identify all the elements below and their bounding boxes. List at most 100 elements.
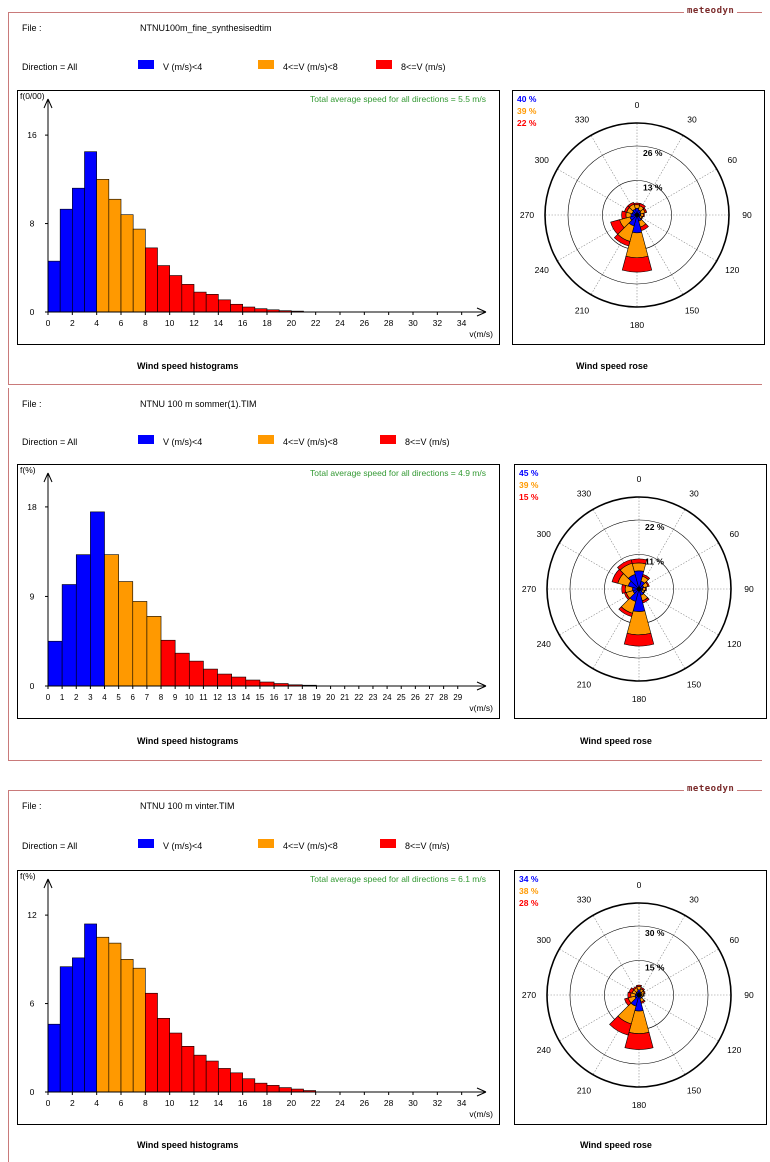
rose-direction-label: 300: [537, 529, 551, 539]
rose-direction-label: 240: [537, 1045, 551, 1055]
histogram-bar: [181, 284, 195, 313]
x-tick-label: 10: [185, 693, 194, 702]
y-tick-label: 0: [30, 1087, 35, 1097]
histogram-bar: [266, 1085, 280, 1093]
rose-sector: [627, 991, 632, 999]
rose-ring-1: [567, 145, 707, 285]
rose-sector: [609, 1015, 632, 1036]
y-axis-arrow: [43, 472, 53, 483]
histogram-bar: [47, 1023, 61, 1093]
rose-sector: [613, 233, 631, 247]
x-tick-label: 15: [255, 693, 264, 702]
rose-direction-label: 180: [632, 694, 646, 704]
rose-sector: [624, 1031, 654, 1050]
x-tick-label: 16: [238, 1098, 248, 1108]
rose-direction-label: 90: [744, 584, 754, 594]
histogram-caption: Wind speed histograms: [137, 1140, 239, 1150]
x-tick-label: 24: [335, 318, 345, 328]
histogram-caption: Wind speed histograms: [137, 361, 239, 371]
legend-label-mid: 4<=V (m/s)<8: [283, 62, 338, 72]
y-axis-label: f(%): [20, 871, 36, 881]
panel-frame-left: [8, 12, 9, 384]
x-tick-label: 23: [369, 693, 378, 702]
rose-ring-label-0: 11 %: [645, 557, 664, 567]
x-tick-label: 3: [88, 693, 93, 702]
histogram-bar: [157, 1017, 170, 1093]
x-tick-label: 22: [311, 1098, 321, 1108]
rose-sector: [632, 986, 638, 991]
x-tick-label: 0: [46, 1098, 51, 1108]
x-tick-label: 7: [145, 693, 150, 702]
wind-rose-caption: Wind speed rose: [580, 1140, 652, 1150]
x-tick-label: 13: [227, 693, 236, 702]
legend-swatch-slow: [138, 435, 154, 444]
x-tick-label: 6: [119, 318, 124, 328]
rose-sector: [627, 202, 635, 208]
rose-sector: [642, 574, 651, 581]
histogram-bar: [174, 652, 190, 687]
average-speed-annotation: Total average speed for all directions =…: [310, 468, 486, 478]
histogram-chart: 0 1 2 3 4 5 6 7 8 9 10 11 12 13 14 15 16 17 18 19 20 21 22 23 24…: [20, 465, 493, 713]
rose-center-dot: [637, 993, 641, 997]
rose-direction-label: 270: [520, 210, 534, 220]
rose-percentage-2: 22 %: [517, 118, 537, 128]
x-tick-label: 28: [384, 318, 394, 328]
x-tick-label: 30: [408, 318, 418, 328]
x-tick-label: 6: [131, 693, 136, 702]
x-tick-label: 0: [46, 318, 51, 328]
rose-percentage-2: 28 %: [519, 898, 539, 908]
x-axis-label: v(m/s): [469, 703, 493, 713]
legend-swatch-slow: [138, 60, 154, 69]
x-tick-label: 8: [143, 318, 148, 328]
histogram-bar: [72, 187, 85, 313]
legend-swatch-mid: [258, 60, 274, 69]
x-tick-label: 27: [425, 693, 434, 702]
x-tick-label: 18: [262, 318, 272, 328]
histogram-bar: [146, 616, 162, 687]
rose-sector: [631, 562, 647, 572]
rose-sector: [630, 558, 648, 565]
file-label: File :: [22, 23, 42, 33]
wind-rose-chart: 40 % 39 % 22 % 13 % 26 % 0 30 60 90 120 150 180 210 2…: [517, 94, 752, 330]
histogram-bar: [104, 554, 119, 687]
panel-frame-bottom: [8, 760, 762, 761]
wind-rose-chart: 34 % 38 % 28 % 15 % 30 % 0 30 60 90 120 150 180 210 2…: [519, 874, 754, 1110]
histogram-bar: [145, 992, 158, 1093]
rose-direction-label: 90: [744, 990, 754, 1000]
rose-ring-label-1: 22 %: [645, 522, 665, 532]
rose-percentage-0: 40 %: [517, 94, 537, 104]
x-tick-label: 25: [397, 693, 406, 702]
histogram-bar: [84, 923, 97, 1093]
file-name: NTNU100m_fine_synthesisedtim: [140, 23, 272, 33]
rose-sector: [610, 219, 625, 235]
rose-direction-label: 330: [575, 115, 589, 125]
rose-direction-label: 270: [522, 584, 536, 594]
rose-direction-label: 30: [689, 895, 699, 905]
histogram-bar: [120, 214, 134, 313]
rose-direction-label: 120: [727, 639, 741, 649]
y-axis-label: f(%): [20, 465, 36, 475]
histogram-bar: [217, 673, 232, 687]
histogram-bar: [205, 294, 219, 313]
histogram-bar: [193, 1054, 207, 1093]
x-tick-label: 26: [360, 318, 370, 328]
histogram-bar: [218, 299, 231, 313]
rose-sector: [621, 210, 627, 220]
x-axis-arrow: [476, 307, 487, 317]
x-tick-label: 10: [165, 1098, 175, 1108]
direction-label: Direction = All: [22, 841, 78, 851]
rose-spoke: [559, 948, 640, 996]
histogram-bar: [242, 306, 256, 313]
legend-label-fast: 8<=V (m/s): [405, 437, 450, 447]
histogram-bar: [188, 660, 204, 687]
x-tick-label: 17: [284, 693, 293, 702]
rose-direction-label: 150: [687, 1085, 701, 1095]
x-axis-label: v(m/s): [469, 1109, 493, 1119]
rose-ring-label-0: 15 %: [645, 963, 665, 973]
x-tick-label: 24: [383, 693, 392, 702]
histogram-box: 0 2 4 6 8 10 12 14 16 18 20 22 24 26 28 30 32 34 0 6 12 f(%) v…: [17, 870, 500, 1125]
histogram-bar: [231, 676, 247, 687]
x-tick-label: 29: [453, 693, 462, 702]
direction-label: Direction = All: [22, 62, 78, 72]
rose-spoke: [592, 915, 640, 996]
